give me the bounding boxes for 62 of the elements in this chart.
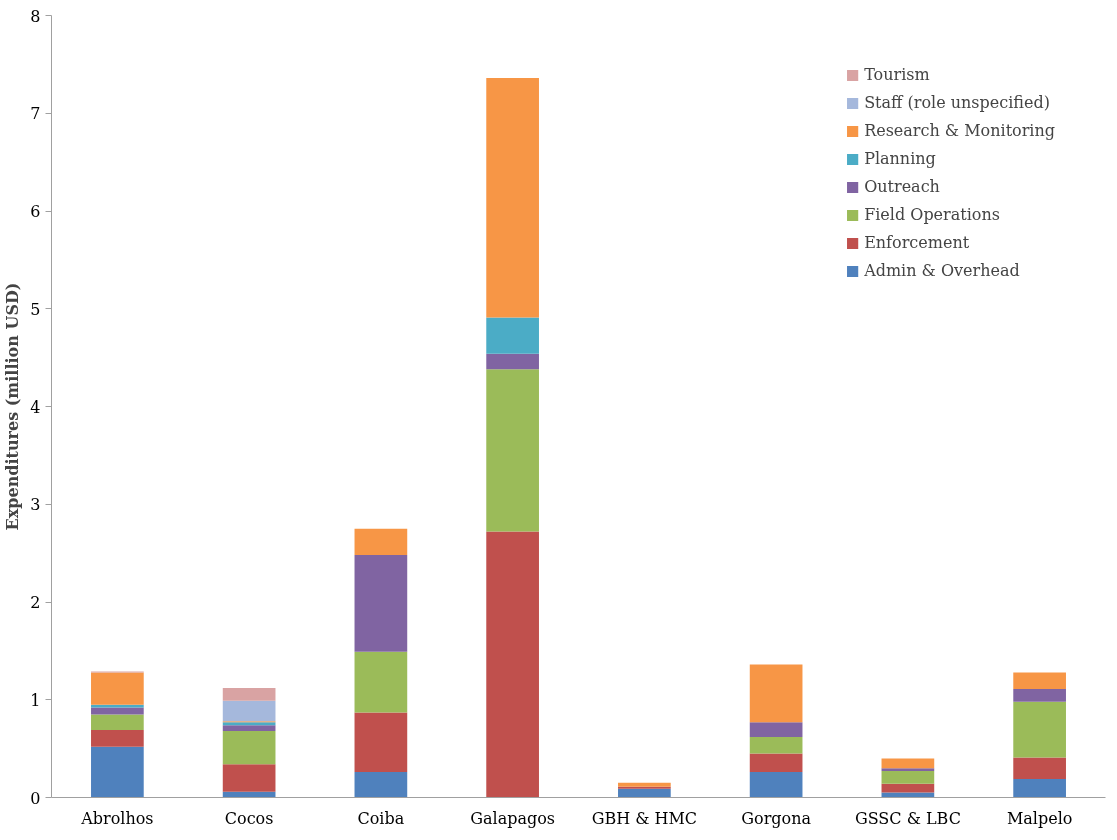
legend-label: Field Operations [864, 205, 1000, 224]
bar [486, 78, 539, 318]
bar [749, 772, 803, 798]
bar [1013, 672, 1066, 689]
y-tick-label: 4 [30, 397, 41, 417]
bar [91, 730, 144, 747]
x-tick-label: Coiba [357, 808, 405, 828]
bar [881, 783, 935, 793]
legend-label: Outreach [864, 177, 940, 196]
bar [1013, 778, 1066, 798]
legend-label: Admin & Overhead [864, 261, 1020, 280]
bar [881, 758, 935, 769]
x-tick-label: Galapagos [470, 808, 556, 828]
y-tick-label: 2 [30, 593, 41, 612]
bar [1013, 701, 1066, 758]
legend-label: Staff (role unspecified) [864, 93, 1050, 112]
x-tick-label: Malpelo [1006, 808, 1073, 828]
legend-label: Tourism [864, 65, 930, 84]
x-tick-label: Gorgona [741, 808, 812, 828]
y-tick-label: 0 [30, 788, 41, 808]
bar [354, 651, 408, 713]
x-tick-label: Cocos [224, 808, 274, 828]
bar [749, 722, 803, 737]
bar [881, 768, 935, 772]
bar [749, 753, 803, 773]
bar [1013, 757, 1066, 779]
y-axis-title: Expenditures (million USD) [3, 282, 23, 531]
bar [222, 700, 276, 722]
bar [91, 672, 144, 705]
bar [222, 725, 276, 732]
y-tick-label: 1 [30, 690, 41, 710]
y-tick-label: 6 [30, 202, 41, 221]
legend-label: Research & Monitoring [864, 121, 1055, 140]
bar [222, 764, 276, 792]
y-tick-label: 7 [30, 104, 41, 124]
y-tick-label: 5 [30, 299, 41, 319]
bar [486, 531, 539, 798]
y-tick-label: 8 [30, 6, 41, 26]
bar [749, 736, 803, 754]
bar [618, 782, 671, 787]
bar [749, 664, 803, 723]
legend-label: Enforcement [864, 233, 970, 252]
bar [1013, 689, 1066, 702]
y-tick-label: 3 [30, 495, 41, 515]
bar [91, 714, 144, 731]
bar [91, 746, 144, 798]
bar [486, 317, 539, 354]
bar [618, 788, 671, 798]
bar [222, 731, 276, 765]
x-tick-label: GSSC & LBC [854, 808, 961, 828]
legend-label: Planning [864, 149, 936, 168]
bar [354, 772, 408, 798]
bar [486, 369, 539, 532]
x-tick-label: GBH & HMC [591, 808, 698, 828]
bar [881, 771, 935, 784]
bar [354, 555, 408, 652]
bar [486, 353, 539, 370]
bar [354, 528, 408, 556]
bar [91, 704, 144, 708]
bar [222, 688, 276, 701]
x-tick-label: Abrolhos [80, 808, 154, 828]
bar [354, 712, 408, 773]
